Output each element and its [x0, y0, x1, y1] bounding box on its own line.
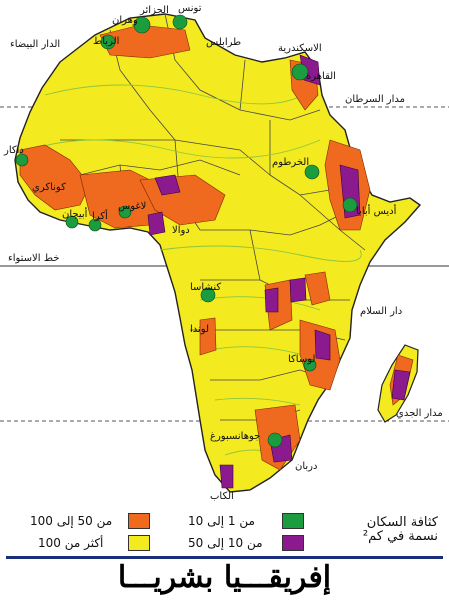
density-1-10-areas — [15, 14, 358, 448]
legend-label-50-100: من 50 إلى 100 — [30, 514, 113, 528]
city-label: الجزائر — [140, 5, 169, 16]
legend-label-10-50: من 10 إلى 50 — [188, 536, 263, 550]
tropic-cancer-label: مدار السرطان — [345, 94, 406, 105]
city-label: الخرطوم — [272, 157, 310, 168]
city-label: وهران — [112, 15, 138, 26]
city-label: القاهرة — [306, 71, 336, 82]
legend-swatch-50-100 — [128, 513, 150, 529]
city-label: لوساكا — [288, 354, 316, 365]
city-label: دربان — [295, 461, 318, 472]
title-band — [0, 556, 449, 600]
legend-label-1-10: من 1 إلى 10 — [188, 514, 255, 528]
legend-label-100-plus: أكثر من 100 — [38, 536, 104, 550]
legend-title-line1: كثافة السكان — [366, 515, 438, 530]
city-label: كوناكري — [32, 182, 66, 193]
city-label: كنشاسا — [190, 282, 222, 293]
legend-title-line2: نسمة في كم² — [362, 528, 438, 544]
city-label: دار السلام — [360, 306, 403, 317]
city-label: أكرا — [92, 211, 108, 222]
city-label: أبيجان — [62, 209, 88, 220]
legend-swatch-100-plus — [128, 535, 150, 551]
city-label: جوهانسبورغ — [210, 431, 261, 442]
tropic-capricorn-label: مدار الجدي — [396, 408, 443, 419]
city-label: الدار البيضاء — [10, 39, 61, 50]
title-divider — [6, 556, 443, 559]
legend-swatch-1-10 — [282, 513, 304, 529]
city-label: داكار — [4, 145, 24, 156]
city-label: الكاب — [210, 491, 234, 502]
africa-landmass — [14, 13, 422, 493]
legend-swatch-10-50 — [282, 535, 304, 551]
city-label: طرابلس — [206, 37, 242, 48]
city-label: الاسكندرية — [278, 43, 322, 54]
city-label: تونس — [178, 3, 202, 14]
city-label: أديس أبابا — [356, 206, 397, 217]
city-label: لاغوس — [118, 201, 147, 212]
city-label: دوالا — [172, 225, 190, 236]
legend-title: كثافة السكان نسمة في كم² — [318, 516, 438, 543]
equator-label: خط الاستواء — [8, 253, 60, 264]
city-label: الرباط — [93, 36, 120, 47]
city-label: لوندا — [190, 324, 210, 335]
map-title: إفريقـــيا بشريـــا — [117, 560, 332, 595]
